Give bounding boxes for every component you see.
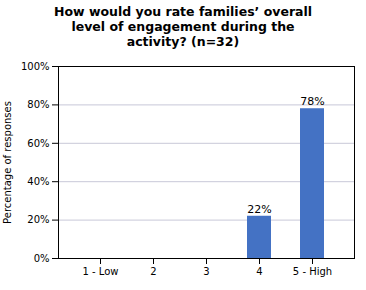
- svg-text:2: 2: [150, 266, 156, 277]
- svg-text:5 - High: 5 - High: [293, 266, 332, 277]
- html-text:How would you rate families’ o: How would you rate families’ overall lev…: [53, 4, 313, 49]
- svg-text:3: 3: [203, 266, 209, 277]
- svg-text:4: 4: [256, 266, 262, 277]
- svg-text:1 - Low: 1 - Low: [82, 266, 118, 277]
- svg-text:40%: 40%: [27, 176, 49, 187]
- svg-text:Percentage of responses: Percentage of responses: [2, 101, 13, 224]
- svg-text:22%: 22%: [247, 203, 271, 216]
- svg-text:0%: 0%: [34, 253, 50, 264]
- svg-text:60%: 60%: [27, 138, 49, 149]
- svg-text:78%: 78%: [300, 95, 324, 108]
- svg-text:80%: 80%: [27, 99, 49, 110]
- svg-text:100%: 100%: [21, 61, 50, 72]
- svg-text:20%: 20%: [27, 214, 49, 225]
